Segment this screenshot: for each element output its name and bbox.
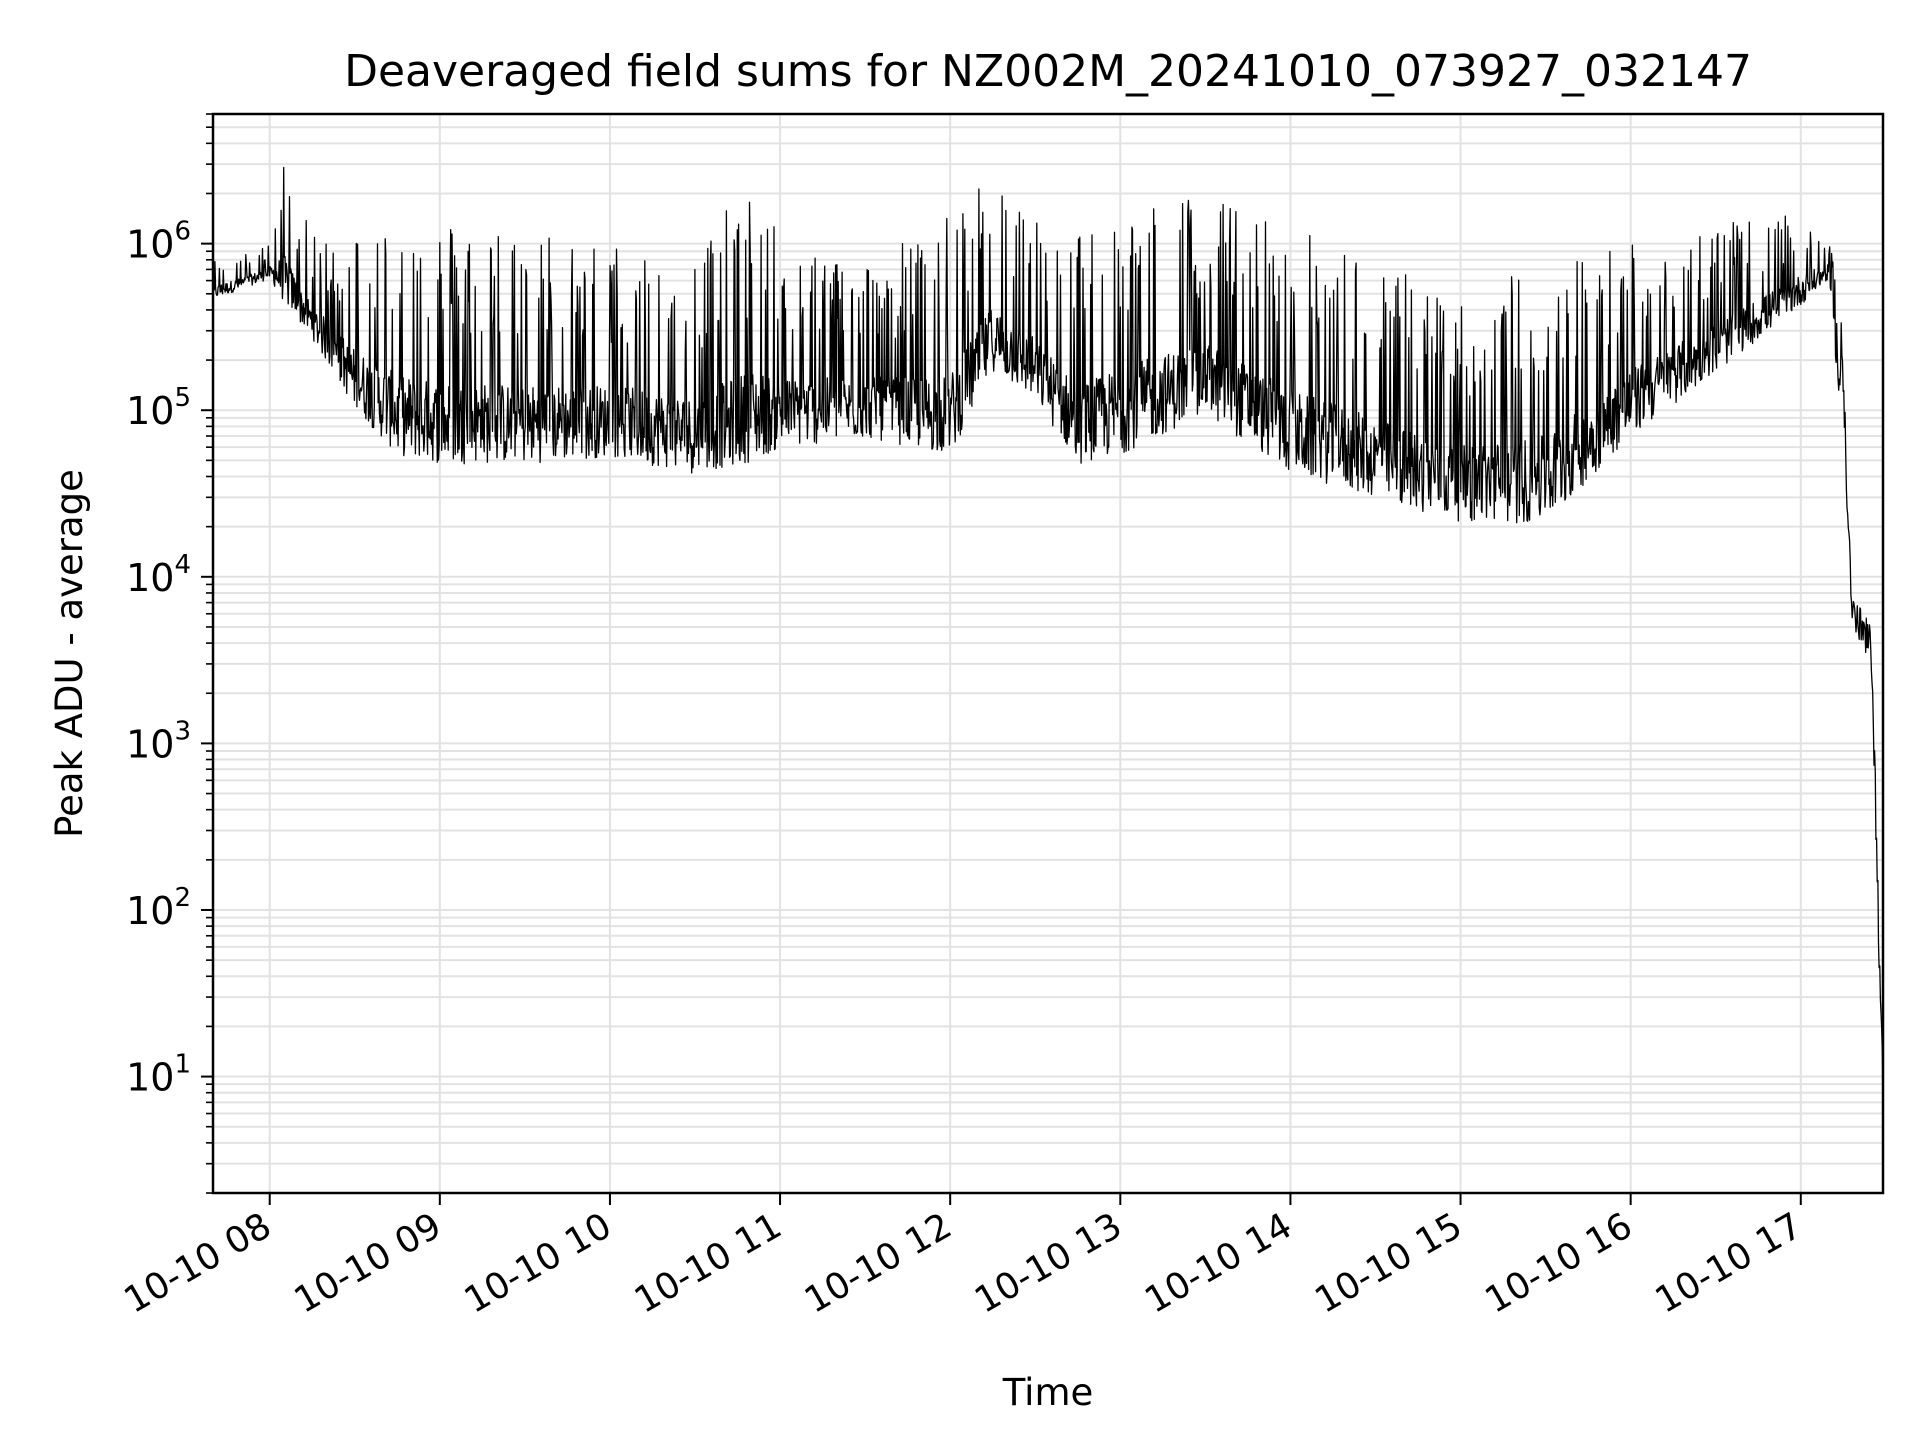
x-axis-label: Time: [1002, 1371, 1094, 1414]
y-tick-label: 104: [126, 550, 191, 600]
x-tick-label: 10-10 14: [1138, 1205, 1299, 1321]
x-tick-label: 10-10 11: [628, 1205, 789, 1321]
y-tick-label: 105: [126, 383, 191, 433]
plot-frame: [211, 112, 1885, 1195]
x-tick-label: 10-10 15: [1308, 1205, 1469, 1321]
y-tick-label: 103: [126, 716, 191, 766]
x-tick-label: 10-10 10: [458, 1205, 619, 1321]
series-line: [212, 166, 1884, 1112]
data-line-layer: [212, 166, 1884, 1112]
x-tick-label: 10-10 16: [1478, 1205, 1639, 1321]
y-tick-label: 106: [126, 217, 191, 267]
x-tick-label: 10-10 09: [288, 1205, 449, 1321]
y-tick-label: 102: [126, 883, 191, 933]
x-tick-label: 10-10 17: [1649, 1205, 1810, 1321]
x-tick-label: 10-10 08: [118, 1205, 279, 1321]
y-axis-label: Peak ADU - average: [48, 469, 91, 838]
y-tick-label: 101: [126, 1050, 191, 1100]
chart-title: Deaveraged field sums for NZ002M_2024101…: [344, 46, 1752, 97]
x-tick-label: 10-10 12: [798, 1205, 959, 1321]
x-tick-label: 10-10 13: [968, 1205, 1129, 1321]
